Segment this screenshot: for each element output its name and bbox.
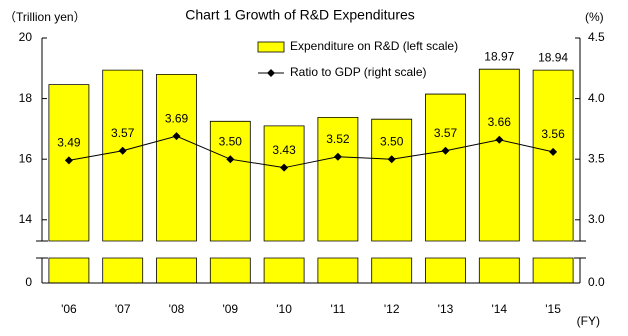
bar [478,68,520,284]
x-tick-label: '15 [545,302,561,316]
line-value-label: 3.43 [272,143,296,157]
bar-value-label: 18.97 [484,49,514,63]
legend: Expenditure on R&D (left scale) Ratio to… [257,39,458,79]
legend-label: Expenditure on R&D (left scale) [290,39,458,53]
line-value-label: 3.66 [488,115,512,129]
line-marker [333,152,342,161]
line-marker [226,155,235,164]
x-tick-label: '06 [61,302,77,316]
bar [102,69,144,284]
y-tick-label: 16 [19,151,33,165]
legend-swatch [257,41,285,53]
y-tick-label: 18 [19,91,33,105]
line-marker [64,156,73,165]
line-value-label: 3.57 [434,126,458,140]
y-tick-label: 20 [19,30,33,44]
line-marker [387,155,396,164]
bar [156,73,197,284]
line-marker [495,135,504,144]
line-value-label: 3.50 [219,134,243,148]
y-axis-label: （Trillion yen） [4,10,86,24]
x-tick-label: '12 [384,302,400,316]
y2-tick-label: 3.0 [588,212,605,226]
x-tick-label: '10 [276,302,292,316]
y2-tick-label: 4.0 [588,91,605,105]
x-tick-label: '08 [169,302,185,316]
y2-axis-label: (%) [585,10,604,24]
x-tick-label: '09 [222,302,238,316]
y2-tick-label: 4.5 [588,30,605,44]
legend-label: Ratio to GDP (right scale) [290,65,427,79]
line-value-label: 3.69 [165,111,189,125]
legend-marker [267,69,275,77]
line-value-label: 3.49 [57,136,81,150]
y2-tick-label: 3.5 [588,151,605,165]
y-tick-label: 0 [25,275,32,289]
line-value-label: 3.57 [111,126,135,140]
x-axis-label: (FY) [577,314,600,328]
line-value-label: 3.50 [380,134,404,148]
x-tick-label: '11 [331,302,346,316]
x-tick-label: '14 [491,302,507,316]
y2-tick-label: 0.0 [588,275,605,289]
x-tick-label: '13 [438,302,454,316]
line-marker [172,132,181,141]
y-tick-label: 14 [19,212,33,226]
x-tick-label: '07 [115,302,131,316]
line-value-label: 3.52 [326,132,350,146]
axis-break [0,242,628,257]
line-marker [441,146,450,155]
bar-value-label: 18.94 [538,50,568,64]
chart-title: Chart 1 Growth of R&D Expenditures [185,7,415,23]
line-value-label: 3.56 [541,127,565,141]
line-marker [549,147,558,156]
line-marker [280,163,289,172]
line [68,135,554,169]
line-marker [118,146,127,155]
